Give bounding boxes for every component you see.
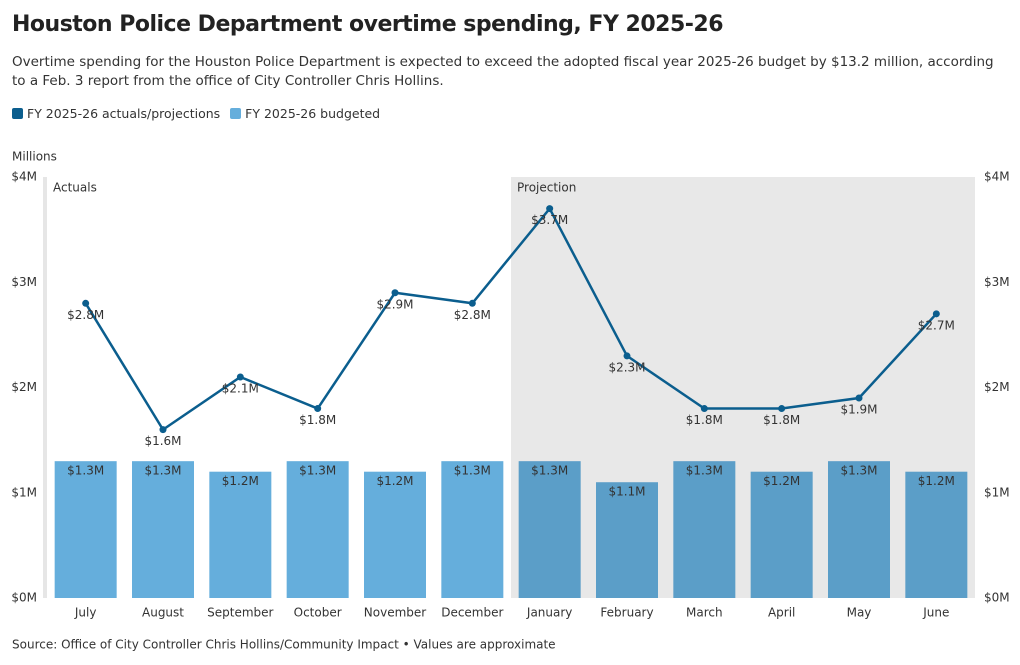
line-value-label: $2.1M [222,381,259,395]
bar [209,471,272,598]
y2-tick-label: $1M [984,485,1010,499]
x-tick-label: July [74,606,97,620]
line-value-label: $1.9M [840,403,877,417]
line-point [391,289,399,297]
bar-value-label: $1.3M [144,464,181,478]
line-value-label: $2.8M [454,308,491,322]
bar [518,461,581,598]
x-tick-label: September [207,606,273,620]
line-point [700,405,708,413]
line-point [546,205,554,213]
y-tick-label: $3M [11,275,37,289]
line-value-label: $2.9M [376,297,413,311]
line-point [623,352,631,360]
bar-value-label: $1.3M [299,464,336,478]
x-tick-label: May [847,606,872,620]
y2-tick-label: $0M [984,591,1010,605]
annotation: Actuals [53,181,97,195]
actuals-edge [43,177,47,598]
projection-shade [511,177,975,598]
line-point [932,310,940,318]
bar [905,471,968,598]
legend-item: FY 2025-26 actuals/projections [12,106,220,121]
y-tick-label: $0M [11,591,37,605]
line-value-label: $1.8M [763,413,800,427]
x-tick-label: March [686,606,723,620]
bar [596,482,658,598]
line [84,206,938,432]
y-tick-label: $4M [11,170,37,184]
legend-label: FY 2025-26 actuals/projections [27,106,221,121]
y2-tick-label: $4M [984,170,1010,184]
x-tick-label: August [142,606,184,620]
legend-item: FY 2025-26 budgeted [230,106,380,121]
bar-value-label: $1.3M [454,464,491,478]
bar-value-label: $1.2M [222,474,259,488]
line-value-label: $2.7M [918,318,955,332]
bar [132,461,194,598]
bar [441,461,504,598]
y2-tick-label: $3M [984,275,1010,289]
line-point [468,299,476,307]
line-point [159,426,167,434]
legend: FY 2025-26 actuals/projections FY 2025-26… [12,106,380,121]
annotation: Projection [517,181,576,195]
line-point [82,299,90,307]
bar [828,461,890,598]
x-tick-label: June [922,606,949,620]
line-value-label: $1.6M [144,434,181,448]
x-tick-label: November [364,606,426,620]
bar [286,461,349,598]
x-tick-label: December [441,606,503,620]
x-tick-label: April [768,606,795,620]
legend-swatch [230,108,242,119]
bar-value-label: $1.2M [918,474,955,488]
bar-value-label: $1.3M [531,464,568,478]
bar-value-label: $1.2M [376,474,413,488]
line-value-label: $1.8M [686,413,723,427]
bar [54,461,117,598]
bar-value-label: $1.3M [67,464,104,478]
source: Source: Office of City Controller Chris … [12,638,556,652]
bar-value-label: $1.3M [686,464,723,478]
line-value-label: $2.3M [608,360,645,374]
bar-value-label: $1.3M [840,464,877,478]
x-tick-label: January [526,606,573,620]
x-tick-label: February [600,606,653,620]
bar-value-label: $1.2M [763,474,800,488]
legend-label: FY 2025-26 budgeted [245,106,381,121]
bar-value-label: $1.1M [608,485,645,499]
line-value-label: $3.7M [531,213,568,227]
line-point [778,405,786,413]
y-axis-label: Millions [12,150,57,164]
line-point [855,394,863,402]
bar [750,471,813,598]
legend-swatch [12,108,23,119]
y-tick-label: $2M [11,380,37,394]
line-point [314,405,322,413]
line-value-label: $2.8M [67,308,104,322]
chart-title: Houston Police Department overtime spend… [12,12,724,37]
bar [673,461,736,598]
x-tick-label: October [294,606,342,620]
line-value-label: $1.8M [299,413,336,427]
y-tick-label: $1M [11,485,37,499]
y2-tick-label: $2M [984,380,1010,394]
chart-subtitle: Overtime spending for the Houston Police… [12,54,994,89]
line-point [236,373,244,381]
bar [364,471,426,598]
